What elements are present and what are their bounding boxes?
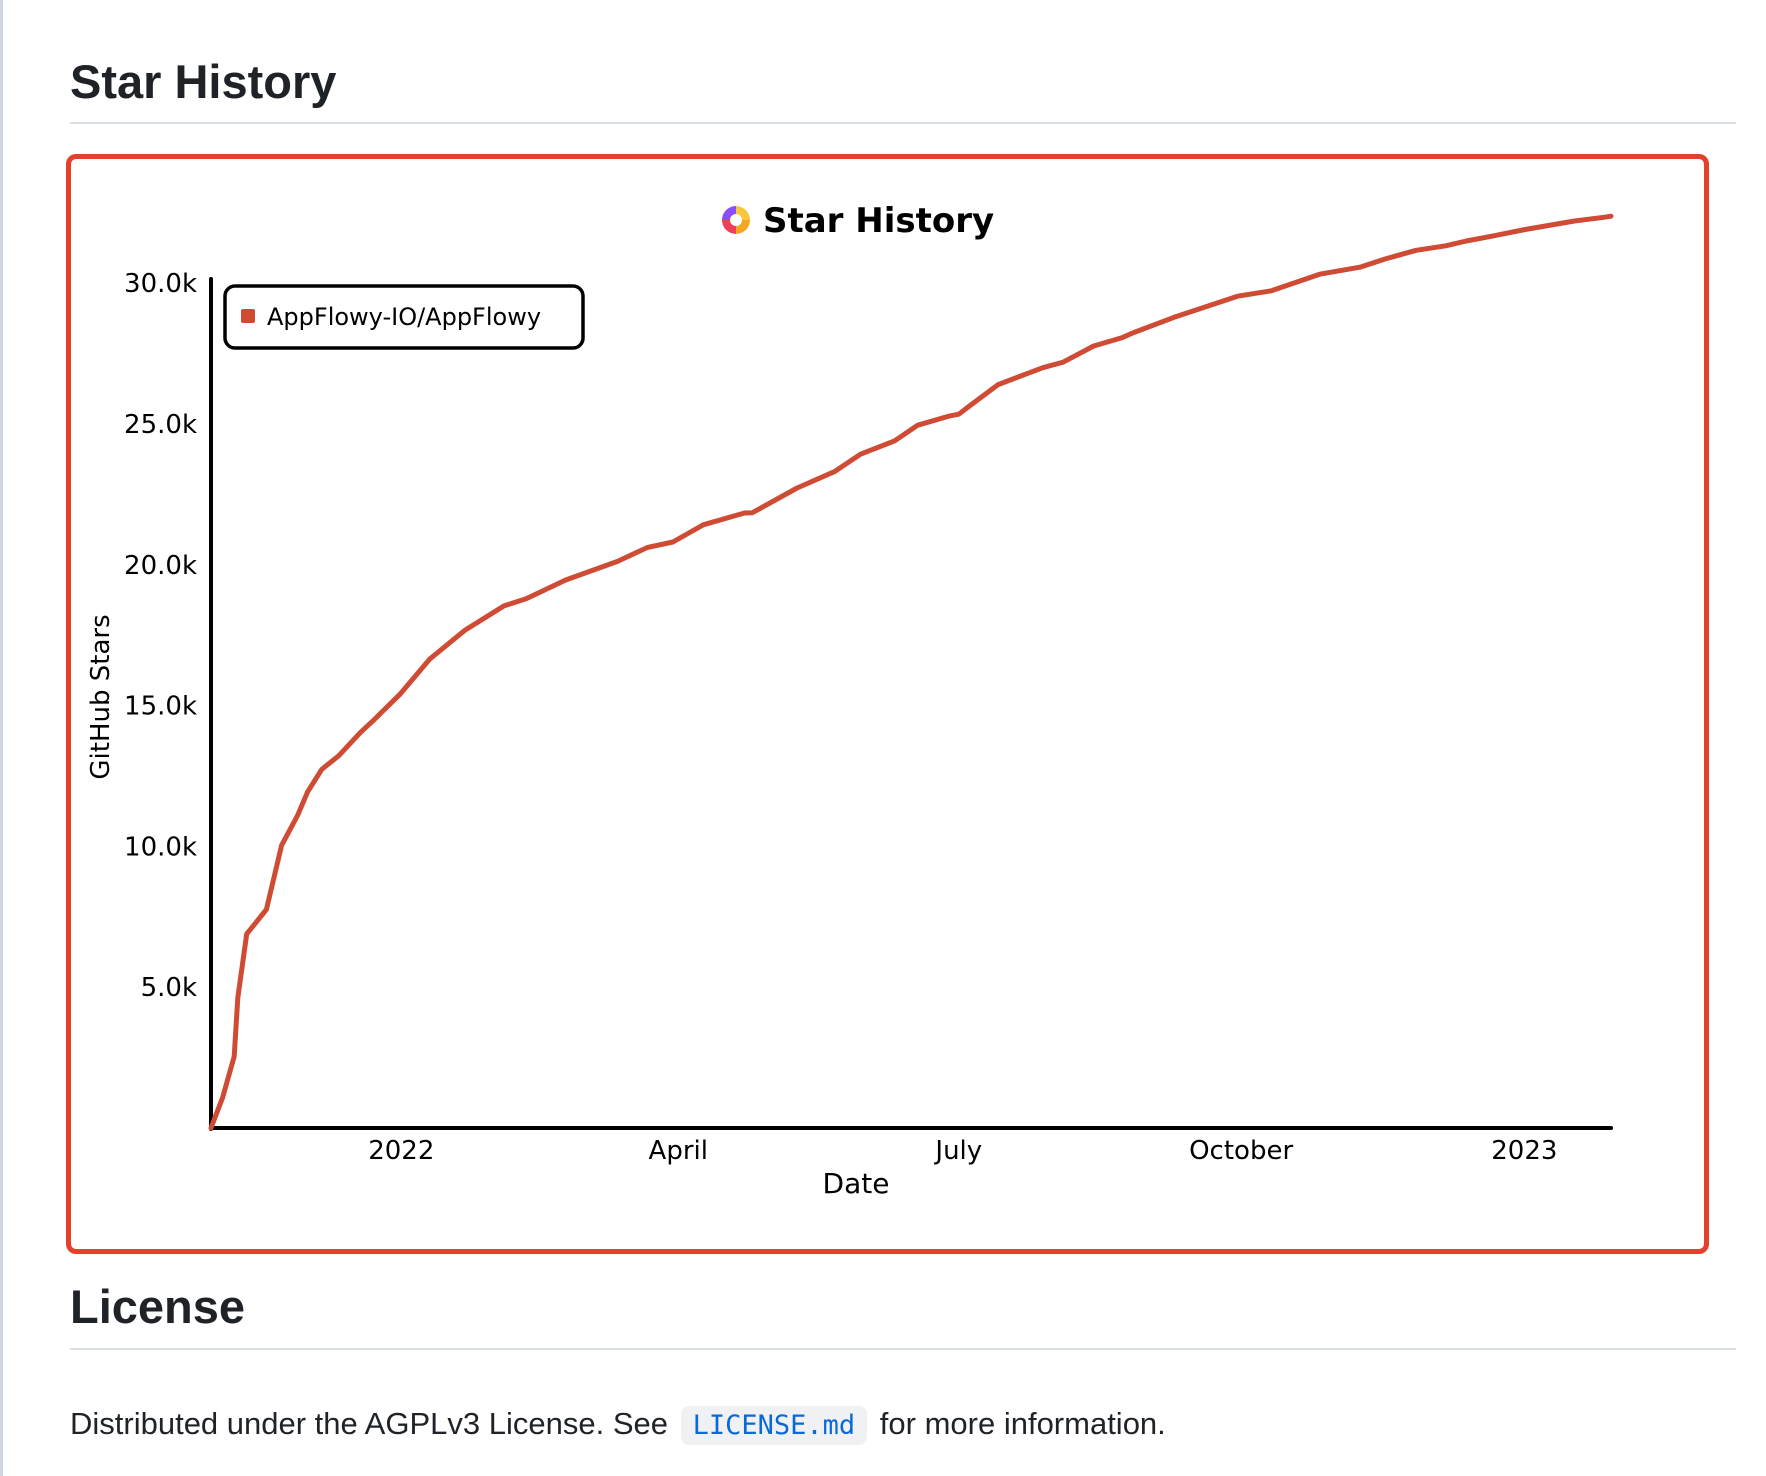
license-paragraph: Distributed under the AGPLv3 License. Se… <box>70 1400 1166 1450</box>
legend-swatch <box>241 309 255 323</box>
y-tick-label: 5.0k <box>141 973 197 1003</box>
y-axis-label: GitHub Stars <box>86 614 116 779</box>
license-text-before: Distributed under the AGPLv3 License. Se… <box>70 1406 668 1441</box>
y-tick-label: 10.0k <box>124 832 197 862</box>
legend-label: AppFlowy-IO/AppFlowy <box>267 303 541 331</box>
chart-title: Star History <box>763 201 994 241</box>
x-axis-label: Date <box>823 1167 890 1200</box>
y-tick-label: 25.0k <box>124 410 197 440</box>
star-history-heading: Star History <box>70 55 337 108</box>
y-tick-label: 30.0k <box>124 269 197 299</box>
license-file-link[interactable]: LICENSE.md <box>680 1406 868 1445</box>
x-tick-label: 2023 <box>1491 1136 1557 1166</box>
y-tick-label: 20.0k <box>124 551 197 581</box>
x-tick-label: 2022 <box>368 1136 434 1166</box>
legend-box <box>223 284 585 350</box>
series-line-appflowy <box>208 213 1614 1131</box>
license-heading: License <box>70 1280 246 1333</box>
star-history-logo-icon <box>722 206 750 234</box>
x-tick-label: July <box>933 1136 982 1166</box>
page-left-border <box>0 0 3 1476</box>
y-tick-label: 15.0k <box>124 692 197 722</box>
chart-legend: AppFlowy-IO/AppFlowy <box>223 284 585 350</box>
x-tick-label: October <box>1189 1136 1293 1166</box>
star-history-chart: Star History 5.0k 10.0k 15.0k 20.0k 25.0k 30.… <box>86 201 1614 1200</box>
star-history-divider <box>70 122 1736 124</box>
star-history-chart-frame[interactable]: Star History 5.0k 10.0k 15.0k 20.0k 25.0k 30.… <box>66 154 1709 1254</box>
license-divider <box>70 1348 1736 1350</box>
x-tick-label: April <box>649 1136 708 1166</box>
license-text-after: for more information. <box>879 1406 1166 1441</box>
